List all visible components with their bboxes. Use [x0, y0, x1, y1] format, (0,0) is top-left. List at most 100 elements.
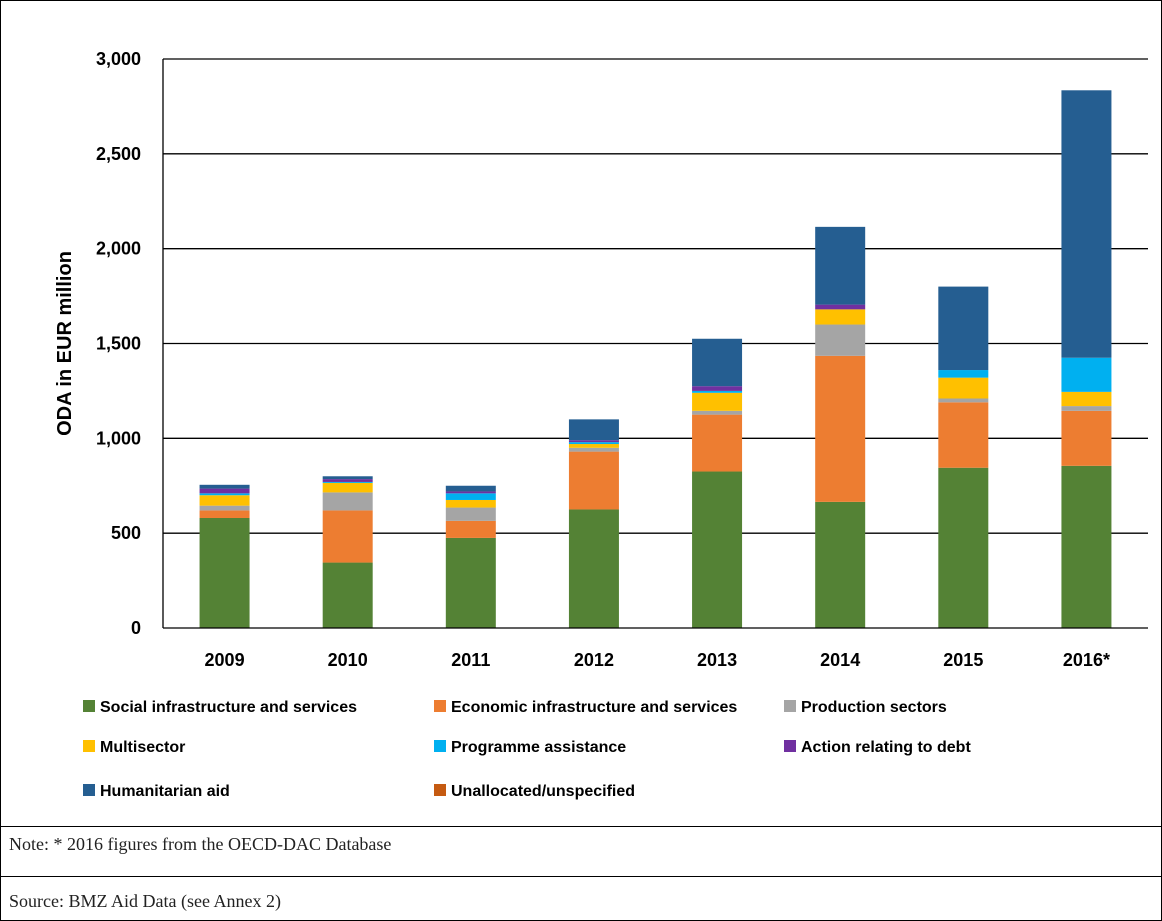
x-tick-label: 2014 [820, 650, 860, 670]
bar-segment [692, 471, 743, 628]
bar-segment [568, 451, 619, 510]
bar-segment [322, 510, 373, 563]
legend-label: Unallocated/unspecified [451, 783, 635, 800]
bar-segment [199, 510, 250, 518]
legend-item: Unallocated/unspecified [434, 783, 635, 800]
legend-label: Programme assistance [451, 739, 626, 756]
bar-segment [815, 501, 866, 628]
bars [199, 90, 1112, 628]
y-axis-title: ODA in EUR million [54, 251, 76, 436]
bar-segment [568, 447, 619, 452]
bar-segment [938, 377, 989, 399]
legend-swatch [434, 740, 446, 752]
bar-segment [199, 517, 250, 628]
bar-segment [692, 338, 743, 387]
x-tick-label: 2013 [697, 650, 737, 670]
bar-segment [568, 509, 619, 628]
bar-segment [445, 491, 496, 494]
bar-segment [199, 493, 250, 496]
legend-label: Action relating to debt [801, 739, 971, 756]
bar-segment [1061, 465, 1112, 628]
bar-segment [445, 499, 496, 508]
chart-source: Source: BMZ Aid Data (see Annex 2) [9, 891, 281, 911]
x-tick-label: 2010 [328, 650, 368, 670]
bar-segment [1061, 406, 1112, 411]
y-tick-label: 500 [111, 523, 141, 543]
bar-segment [1061, 410, 1112, 466]
x-tick-label: 2012 [574, 650, 614, 670]
bar-segment [1061, 90, 1112, 358]
bar-segment [1061, 357, 1112, 392]
axes: 0 500 1,000 1,500 2,000 2,500 3,000 ODA in EUR … [54, 49, 1148, 670]
y-tick-label: 1,000 [96, 428, 141, 448]
chart-note: Note: * 2016 figures from the OECD-DAC D… [9, 834, 392, 854]
bar-segment [445, 520, 496, 538]
bar-segment [815, 309, 866, 325]
y-tick-label: 2,000 [96, 239, 141, 259]
legend-label: Multisector [100, 739, 185, 756]
bar-segment [692, 386, 743, 391]
legend-label: Economic infrastructure and services [451, 699, 737, 716]
bar-segment [322, 481, 373, 483]
note-divider [1, 876, 1162, 877]
legend-label: Production sectors [801, 699, 947, 716]
y-tick-label: 1,500 [96, 334, 141, 354]
gridlines [163, 58, 1148, 534]
chart-area: 0 500 1,000 1,500 2,000 2,500 3,000 ODA in EUR … [1, 1, 1162, 827]
x-tick-label: 2011 [451, 650, 490, 670]
y-tick-label: 2,500 [96, 144, 141, 164]
bar-segment [815, 324, 866, 356]
bar-segment [568, 419, 619, 441]
legend-label: Humanitarian aid [100, 783, 230, 800]
legend: Social infrastructure and services Econom… [83, 699, 971, 800]
stacked-bar-chart: 0 500 1,000 1,500 2,000 2,500 3,000 ODA in EUR … [54, 49, 1148, 800]
bar-segment [692, 392, 743, 411]
legend-swatch [83, 700, 95, 712]
bar-segment [445, 537, 496, 628]
legend-item: Programme assistance [434, 739, 626, 756]
bar-segment [692, 410, 743, 415]
bar-segment [568, 444, 619, 448]
bar-segment [445, 507, 496, 521]
legend-item: Humanitarian aid [83, 783, 230, 800]
bar-segment [815, 304, 866, 310]
x-tick-label: 2016* [1063, 650, 1110, 670]
y-tick-label: 3,000 [96, 49, 141, 69]
legend-swatch [434, 784, 446, 796]
bar-segment [938, 398, 989, 403]
bar-segment [322, 562, 373, 628]
legend-item: Action relating to debt [784, 739, 971, 756]
bar-segment [938, 402, 989, 468]
bar-segment [322, 479, 373, 482]
bar-segment [692, 414, 743, 472]
bar-segment [199, 495, 250, 506]
legend-swatch [434, 700, 446, 712]
legend-item: Multisector [83, 739, 185, 756]
x-tick-label: 2009 [205, 650, 245, 670]
bar-segment [199, 505, 250, 511]
bar-segment [322, 492, 373, 511]
legend-item: Social infrastructure and services [83, 699, 357, 716]
bar-segment [692, 390, 743, 393]
bar-segment [815, 355, 866, 502]
bar-segment [445, 493, 496, 500]
legend-item: Production sectors [784, 699, 947, 716]
bar-segment [1061, 391, 1112, 407]
bar-segment [938, 286, 989, 371]
bar-segment [322, 482, 373, 493]
bar-segment [322, 476, 373, 480]
legend-swatch [83, 740, 95, 752]
legend-swatch [784, 740, 796, 752]
bar-segment [938, 370, 989, 378]
legend-label: Social infrastructure and services [100, 699, 357, 716]
x-tick-label: 2015 [943, 650, 983, 670]
bar-segment [199, 484, 250, 489]
legend-swatch [83, 784, 95, 796]
bar-segment [815, 226, 866, 305]
legend-item: Economic infrastructure and services [434, 699, 737, 716]
bar-segment [568, 442, 619, 445]
bar-segment [199, 488, 250, 494]
bar-segment [568, 440, 619, 443]
bar-segment [445, 485, 496, 492]
